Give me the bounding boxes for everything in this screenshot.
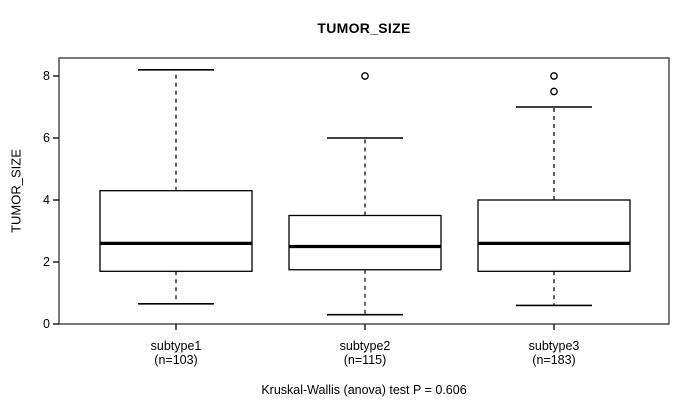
y-tick-label: 4 xyxy=(43,193,50,207)
x-label-count: (n=103) xyxy=(154,352,198,367)
x-category-label: subtype1 (n=103) xyxy=(106,339,246,367)
x-label-subtype: subtype2 xyxy=(339,339,391,353)
stats-caption: Kruskal-Wallis (anova) test P = 0.606 xyxy=(261,383,467,397)
x-label-count: (n=115) xyxy=(343,352,387,367)
outlier-point xyxy=(550,72,558,80)
x-category-label: subtype2 (n=115) xyxy=(295,339,435,367)
y-tick-label: 8 xyxy=(43,69,50,83)
x-label-count: (n=183) xyxy=(532,352,576,367)
x-category-label: subtype3 (n=183) xyxy=(484,339,624,367)
iqr-box xyxy=(99,190,253,272)
y-tick-label: 6 xyxy=(43,131,50,145)
y-tick-label: 2 xyxy=(43,255,50,269)
iqr-box xyxy=(477,199,631,272)
iqr-box xyxy=(288,214,442,271)
outlier-point xyxy=(550,87,558,96)
outlier-point xyxy=(361,72,369,80)
plot-frame xyxy=(58,57,670,325)
y-tick-label: 0 xyxy=(43,317,50,331)
x-label-subtype: subtype3 xyxy=(528,339,580,353)
chart-title: TUMOR_SIZE xyxy=(317,20,411,36)
x-label-subtype: subtype1 xyxy=(150,339,202,353)
